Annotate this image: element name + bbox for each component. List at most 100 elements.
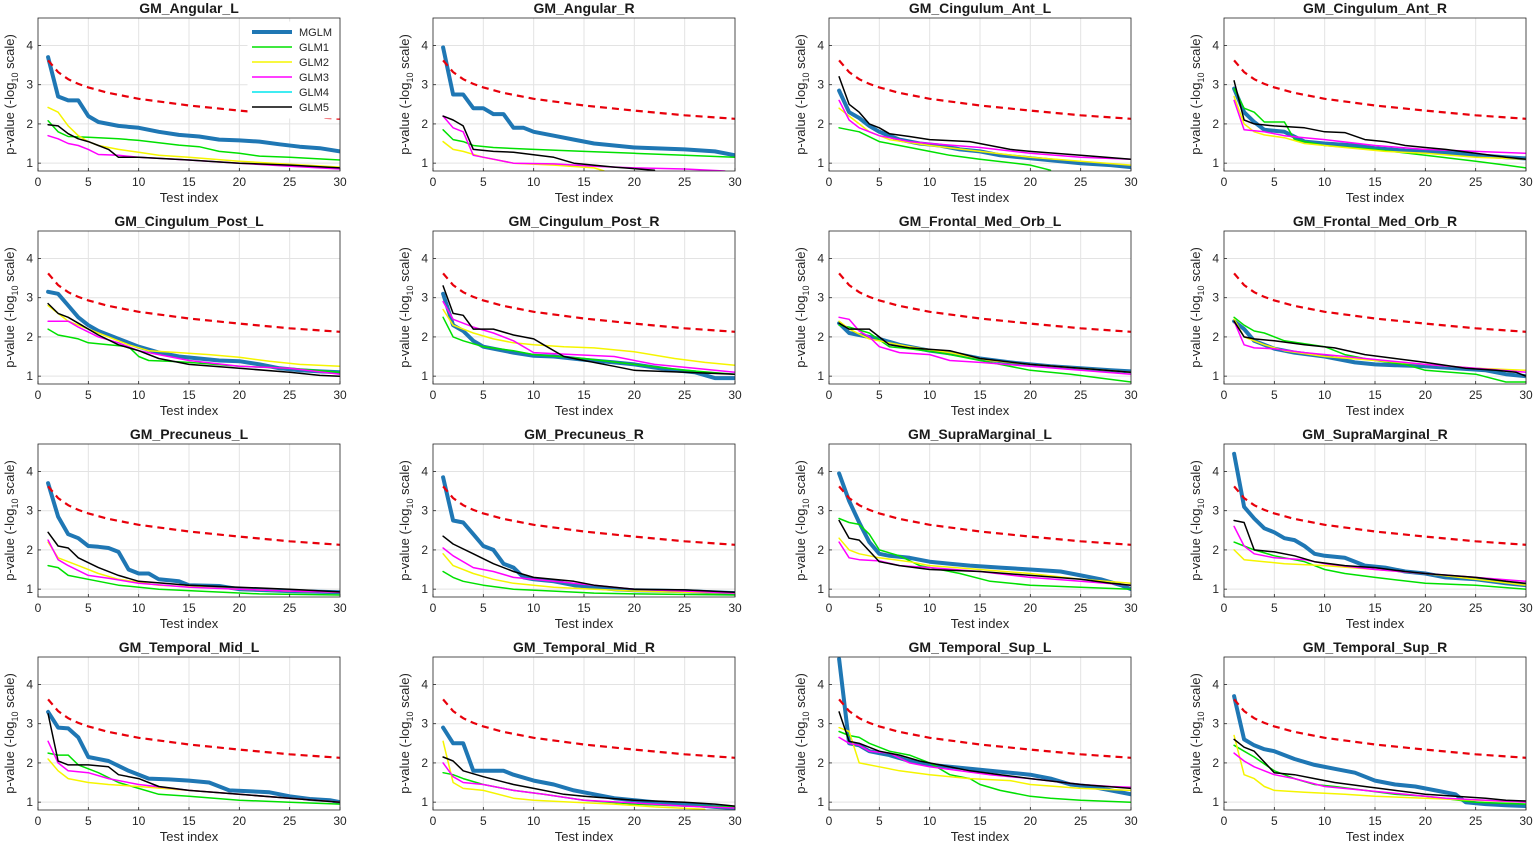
y-label-suffix: scale) [793, 34, 808, 72]
y-tick-label: 2 [817, 543, 824, 557]
y-tick-label: 1 [817, 795, 824, 809]
y-label-subscript: 10 [1196, 712, 1206, 722]
chart-title: GM_Angular_L [139, 0, 239, 16]
x-tick-label: 10 [527, 388, 541, 402]
legend: MGLM GLM1 GLM2 GLM3 GLM4 GLM5 [247, 21, 340, 119]
y-axis-label: p-value (-log10 scale) [793, 34, 811, 155]
x-tick-label: 30 [1124, 814, 1138, 828]
chart-panel: 0 5 10 15 20 25 30 1 2 3 4 GM_Cingulum_Ant_R Test in… [1188, 0, 1533, 205]
threshold-line [838, 698, 1131, 759]
y-axis-label: p-value (-log10 scale) [1188, 673, 1206, 794]
x-tick-label: 15 [1368, 175, 1382, 189]
series-line-glm1 [47, 564, 340, 596]
y-label-main: p-value (-log [397, 722, 412, 794]
x-tick-label: 20 [233, 388, 247, 402]
y-label-suffix: scale) [793, 460, 808, 498]
series-line-glm5 [47, 123, 340, 169]
y-label-subscript: 10 [801, 73, 811, 83]
y-tick-label: 2 [1212, 330, 1219, 344]
x-tick-label: 30 [1124, 388, 1138, 402]
threshold-line [442, 485, 735, 546]
y-tick-label: 4 [817, 251, 824, 265]
y-tick-label: 2 [1212, 756, 1219, 770]
chart-title: GM_Cingulum_Post_L [114, 213, 264, 229]
series-line-mglm [1232, 694, 1526, 809]
x-tick-label: 10 [923, 814, 937, 828]
series-group [837, 657, 1131, 803]
y-tick-label: 3 [817, 717, 824, 731]
x-tick-label: 15 [973, 175, 987, 189]
x-axis-label: Test index [555, 829, 614, 844]
y-label-main: p-value (-log [1188, 509, 1203, 581]
y-tick-label: 4 [421, 38, 428, 52]
x-tick-label: 25 [1469, 175, 1483, 189]
y-label-main: p-value (-log [793, 722, 808, 794]
legend-box [247, 21, 340, 119]
threshold-line [442, 59, 735, 120]
x-tick-label: 0 [1221, 601, 1228, 615]
x-tick-label: 25 [283, 175, 297, 189]
legend-label: GLM5 [299, 102, 329, 114]
x-tick-label: 15 [1368, 388, 1382, 402]
x-tick-label: 25 [678, 175, 692, 189]
x-tick-label: 5 [876, 388, 883, 402]
y-axis-label: p-value (-log10 scale) [1188, 460, 1206, 581]
y-tick-label: 1 [421, 582, 428, 596]
series-line-glm3 [442, 300, 735, 373]
x-tick-label: 25 [678, 814, 692, 828]
x-tick-label: 0 [1221, 814, 1228, 828]
x-tick-label: 20 [628, 601, 642, 615]
x-tick-label: 5 [480, 814, 487, 828]
series-line-glm5 [838, 76, 1131, 160]
chart-panel: 0 5 10 15 20 25 30 1 2 3 4 GM_Temporal_Mid_R Test in… [397, 639, 742, 844]
y-label-main: p-value (-log [793, 509, 808, 581]
chart-title: GM_Frontal_Med_Orb_L [899, 213, 1062, 229]
x-tick-label: 5 [876, 814, 883, 828]
threshold-line [47, 698, 340, 759]
y-axis-label: p-value (-log10 scale) [793, 247, 811, 368]
y-label-suffix: scale) [1188, 673, 1203, 711]
series-line-glm2 [1233, 549, 1526, 586]
chart-panel: 0 5 10 15 20 25 30 1 2 3 4 GM_Frontal_Med_Orb_L Test… [793, 213, 1138, 418]
series-line-glm2 [838, 537, 1131, 585]
x-tick-label: 10 [132, 388, 146, 402]
y-axis-label: p-value (-log10 scale) [793, 460, 811, 581]
x-tick-label: 15 [182, 601, 196, 615]
y-tick-label: 4 [817, 677, 824, 691]
x-tick-label: 15 [577, 814, 591, 828]
x-tick-label: 10 [923, 175, 937, 189]
y-tick-label: 3 [817, 78, 824, 92]
y-tick-label: 3 [421, 504, 428, 518]
y-tick-label: 2 [421, 330, 428, 344]
x-tick-label: 30 [1519, 814, 1533, 828]
y-axis-label: p-value (-log10 scale) [1188, 247, 1206, 368]
threshold-line [442, 698, 735, 759]
x-axis-label: Test index [555, 190, 614, 205]
series-group [441, 45, 735, 171]
y-label-suffix: scale) [397, 460, 412, 498]
chart-panel: 0 5 10 15 20 25 30 1 2 3 4 GM_Cingulum_Ant_L Test in… [793, 0, 1138, 205]
x-tick-label: 25 [283, 814, 297, 828]
y-tick-label: 2 [817, 756, 824, 770]
x-tick-label: 0 [1221, 388, 1228, 402]
x-tick-label: 20 [233, 175, 247, 189]
y-tick-label: 4 [817, 464, 824, 478]
series-line-glm1 [1233, 87, 1526, 169]
series-group [46, 481, 340, 596]
x-tick-label: 25 [283, 388, 297, 402]
x-tick-label: 15 [577, 388, 591, 402]
x-tick-label: 5 [85, 388, 92, 402]
series-line-glm3 [1233, 752, 1526, 803]
series-line-glm1 [838, 730, 1131, 803]
y-tick-label: 4 [26, 251, 33, 265]
x-tick-label: 20 [1024, 601, 1038, 615]
y-tick-label: 3 [1212, 291, 1219, 305]
series-group [46, 698, 340, 805]
series-line-mglm [46, 55, 340, 154]
x-tick-label: 30 [333, 601, 347, 615]
y-tick-label: 4 [1212, 38, 1219, 52]
x-tick-label: 10 [1318, 388, 1332, 402]
x-tick-label: 10 [132, 175, 146, 189]
y-tick-label: 2 [421, 117, 428, 131]
chart-title: GM_Frontal_Med_Orb_R [1293, 213, 1457, 229]
